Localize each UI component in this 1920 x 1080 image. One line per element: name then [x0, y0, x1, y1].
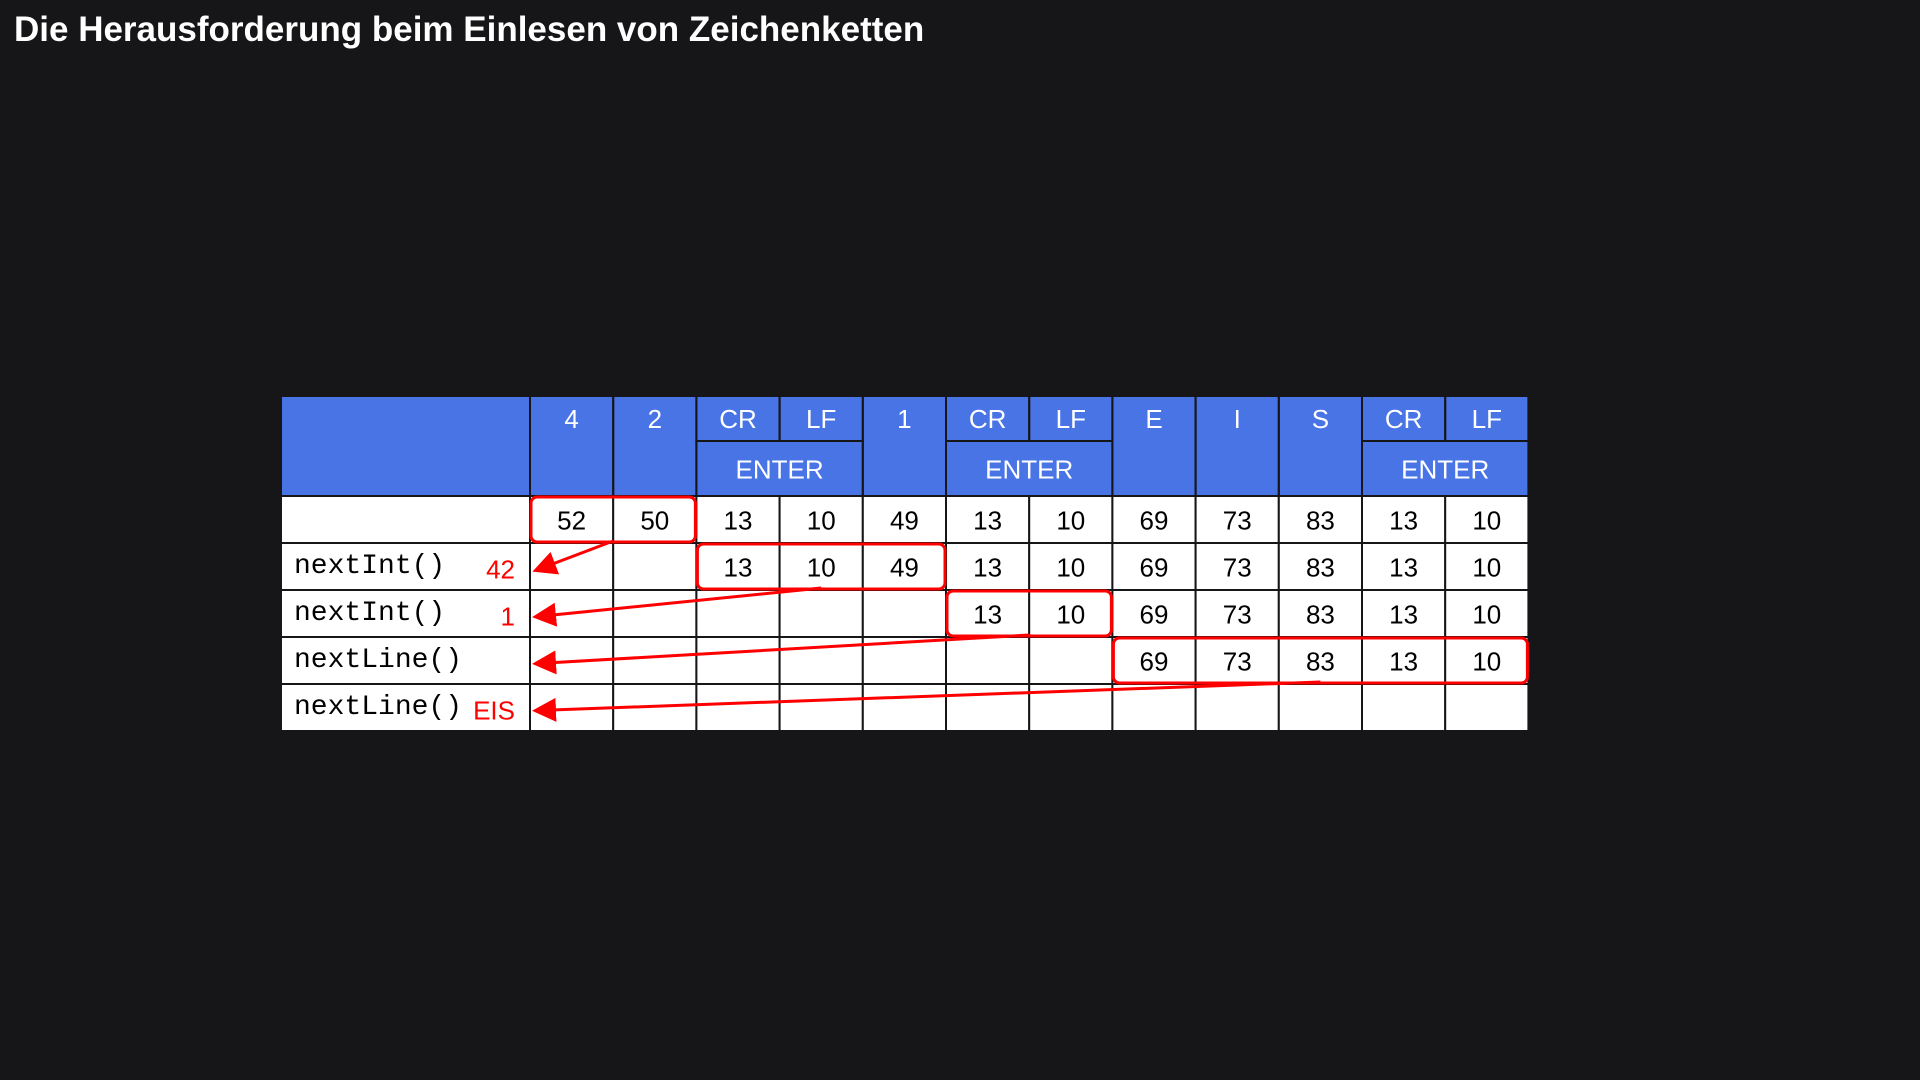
buffer-value: 69 [1140, 506, 1169, 536]
buffer-value: 83 [1306, 506, 1335, 536]
buffer-cell [945, 495, 1031, 544]
buffer-cell [612, 542, 698, 591]
header-char-label: CR [1385, 404, 1423, 434]
buffer-value: 13 [1389, 647, 1418, 677]
buffer-cell [1361, 589, 1447, 638]
result-arrow [532, 680, 1321, 722]
method-result: 1 [501, 602, 515, 632]
header-char-label: I [1234, 404, 1241, 434]
buffer-cell [612, 495, 698, 544]
header-group-label: ENTER [1401, 455, 1489, 485]
buffer-cell [1111, 683, 1197, 732]
buffer-value: 13 [973, 600, 1002, 630]
buffer-cell [695, 683, 781, 732]
buffer-value: 13 [973, 553, 1002, 583]
buffer-cell [1277, 495, 1364, 544]
buffer-cell [1361, 495, 1447, 544]
buffer-value: 10 [1056, 553, 1085, 583]
method-call-label: nextLine() [294, 692, 462, 723]
buffer-cell [1028, 636, 1114, 685]
buffer-cell [695, 495, 781, 544]
slide-title: Die Herausforderung beim Einlesen von Ze… [14, 10, 925, 49]
buffer-value: 10 [1472, 600, 1501, 630]
row-label-cell [280, 495, 531, 544]
header-char-label: 4 [564, 404, 578, 434]
buffer-value: 13 [724, 553, 753, 583]
buffer-value: 73 [1223, 553, 1252, 583]
buffer-cell [1194, 636, 1280, 685]
buffer-cell [861, 589, 947, 638]
header-group-label: ENTER [736, 455, 824, 485]
buffer-value: 49 [890, 506, 919, 536]
buffer-cell [861, 683, 947, 732]
header-char-label: 1 [897, 404, 911, 434]
buffer-value: 10 [807, 506, 836, 536]
buffer-cell [612, 589, 698, 638]
buffer-cell [1444, 542, 1530, 591]
buffer-cell [612, 636, 698, 685]
method-result: 42 [486, 555, 515, 585]
buffer-value: 13 [973, 506, 1002, 536]
buffer-value: 13 [1389, 506, 1418, 536]
buffer-value: 69 [1140, 600, 1169, 630]
buffer-value: 69 [1140, 553, 1169, 583]
buffer-value: 49 [890, 553, 919, 583]
method-result: EIS [473, 696, 515, 726]
header-char-label: LF [806, 404, 836, 434]
buffer-cell [861, 495, 947, 544]
method-call-label: nextInt() [294, 551, 445, 582]
buffer-value: 73 [1223, 506, 1252, 536]
buffer-value: 52 [557, 506, 586, 536]
header-group-label: ENTER [985, 455, 1073, 485]
buffer-cell [1111, 542, 1197, 591]
header-band [281, 396, 1529, 496]
buffer-value: 10 [807, 553, 836, 583]
header-char-label: E [1145, 404, 1162, 434]
buffer-value: 73 [1223, 600, 1252, 630]
buffer-value: 13 [1389, 600, 1418, 630]
result-arrow [532, 586, 822, 627]
buffer-value: 83 [1306, 553, 1335, 583]
buffer-value: 10 [1472, 506, 1501, 536]
buffer-cell [778, 589, 864, 638]
buffer-value: 10 [1472, 647, 1501, 677]
buffer-cell [778, 683, 864, 732]
buffer-cell [1194, 683, 1280, 732]
header-char-label: 2 [648, 404, 662, 434]
header-char-label: CR [719, 404, 757, 434]
method-call-label: nextInt() [294, 598, 445, 629]
buffer-value: 13 [724, 506, 753, 536]
buffer-value: 83 [1306, 647, 1335, 677]
buffer-value: 10 [1056, 506, 1085, 536]
buffer-cell [945, 683, 1031, 732]
row-label-cell [280, 589, 531, 638]
result-arrow [532, 539, 614, 575]
buffer-value: 10 [1056, 600, 1085, 630]
buffer-cell [1361, 636, 1447, 685]
method-call-label: nextLine() [294, 645, 462, 676]
header-char-label: LF [1472, 404, 1502, 434]
buffer-cell [945, 636, 1031, 685]
buffer-value: 10 [1472, 553, 1501, 583]
header-char-label: LF [1056, 404, 1086, 434]
buffer-value: 83 [1306, 600, 1335, 630]
buffer-cell [1361, 683, 1447, 732]
buffer-value: 50 [640, 506, 669, 536]
header-char-label: CR [969, 404, 1007, 434]
result-arrow [532, 633, 1030, 675]
buffer-cell [1444, 683, 1530, 732]
buffer-cell [695, 636, 781, 685]
buffer-cell [1194, 542, 1280, 591]
buffer-cell [1444, 589, 1530, 638]
buffer-value: 73 [1223, 647, 1252, 677]
buffer-cell [1277, 683, 1364, 732]
buffer-value: 13 [1389, 553, 1418, 583]
row-label-cell [280, 636, 531, 685]
buffer-value: 69 [1140, 647, 1169, 677]
row-label-cell [280, 683, 531, 732]
header-char-label: S [1312, 404, 1329, 434]
